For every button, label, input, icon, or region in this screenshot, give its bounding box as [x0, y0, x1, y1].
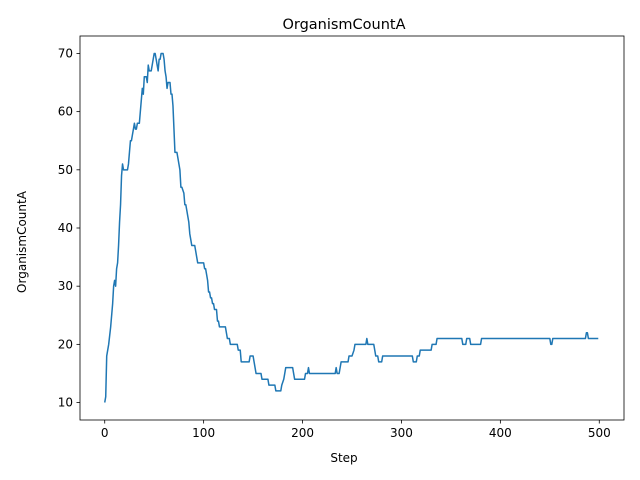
x-tick-label-0: 0: [101, 426, 109, 440]
x-tick-label-100: 100: [192, 426, 215, 440]
plot-area: 0 100 200 300 400 500 10 20 30 40 50 60 70: [58, 35, 625, 440]
y-tick-label-70: 70: [58, 46, 73, 60]
y-tick-label-50: 50: [58, 163, 73, 177]
x-tick-label-300: 300: [390, 426, 413, 440]
y-tick-label-60: 60: [58, 105, 73, 119]
y-tick-label-10: 10: [58, 396, 73, 410]
chart-title: OrganismCountA: [282, 17, 405, 33]
x-tick-label-500: 500: [588, 426, 611, 440]
y-tick-label-40: 40: [58, 221, 73, 235]
x-tick-label-400: 400: [489, 426, 512, 440]
x-tick-label-200: 200: [291, 426, 314, 440]
x-axis-label: Step: [330, 451, 357, 465]
y-tick-label-20: 20: [58, 337, 73, 351]
series-line-0: [103, 52, 599, 403]
y-tick-label-30: 30: [58, 279, 73, 293]
y-axis-label: OrganismCountA: [15, 190, 29, 293]
